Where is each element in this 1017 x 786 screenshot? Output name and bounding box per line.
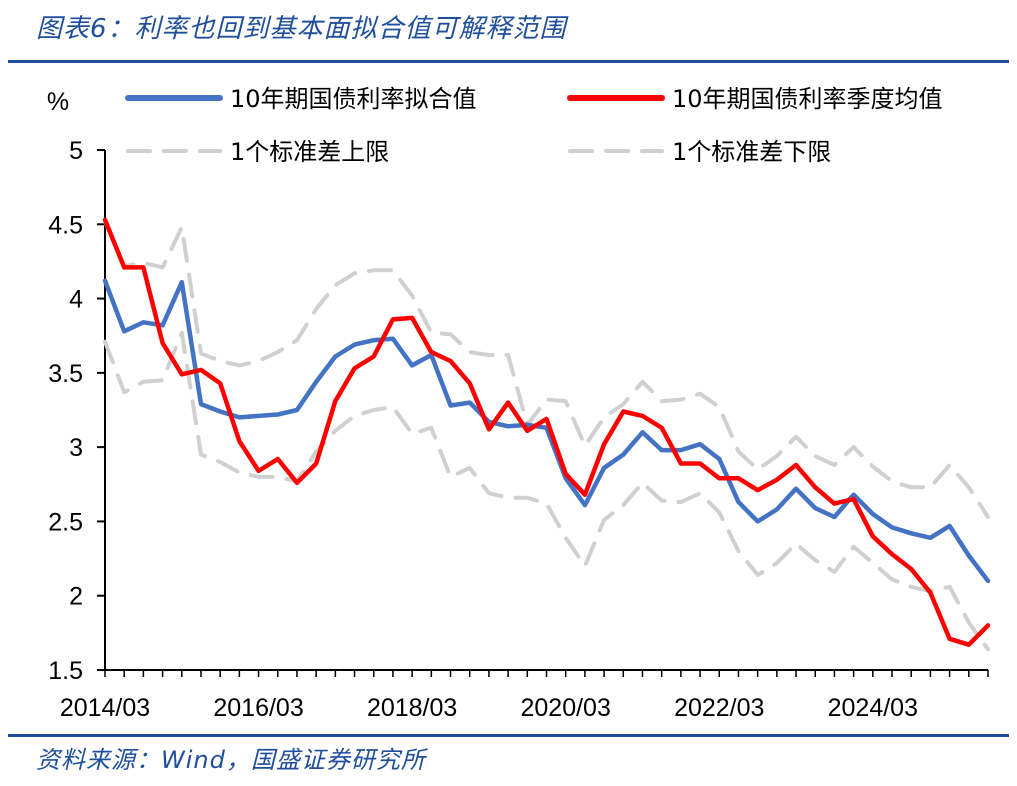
chart-title: 图表6：利率也回到基本面拟合值可解释范围 <box>36 14 567 44</box>
series-line-2 <box>102 217 991 647</box>
legend-label: 10年期国债利率拟合值 <box>230 85 477 113</box>
y-tick-label: 2 <box>69 583 83 611</box>
bottom-divider <box>8 734 1009 737</box>
series-line-1 <box>102 278 991 584</box>
top-divider <box>8 60 1009 63</box>
axes: 1.5 2 2.5 3 3.5 4 4.5 5% 2014/03 2016/03 2018/03 20… <box>47 88 989 722</box>
series-layer <box>102 217 991 652</box>
y-tick-label: 3 <box>69 434 83 462</box>
x-tick-label: 2014/03 <box>60 694 150 722</box>
legend: 10年期国债利率拟合值 10年期国债利率季度均值 1个标准差上限 1个标准差下限 <box>125 85 943 166</box>
legend-label: 1个标准差下限 <box>672 138 831 166</box>
y-tick-label: 5 <box>69 137 83 165</box>
x-tick-label: 2016/03 <box>213 694 303 722</box>
source-note: 资料来源：Wind，国盛证券研究所 <box>36 746 426 774</box>
y-tick-label: 3.5 <box>48 360 83 388</box>
x-tick-label: 2022/03 <box>674 694 764 722</box>
y-tick-label: 1.5 <box>48 657 83 685</box>
legend-label: 10年期国债利率季度均值 <box>672 85 943 113</box>
x-tick-label: 2020/03 <box>521 694 611 722</box>
x-tick-label: 2024/03 <box>828 694 918 722</box>
y-tick-label: 2.5 <box>48 508 83 536</box>
legend-label: 1个标准差上限 <box>230 138 389 166</box>
y-axis-label: % <box>47 88 69 116</box>
y-tick-label: 4.5 <box>48 211 83 239</box>
x-tick-label: 2018/03 <box>367 694 457 722</box>
series-line-4 <box>103 330 990 652</box>
y-tick-label: 4 <box>69 286 83 314</box>
